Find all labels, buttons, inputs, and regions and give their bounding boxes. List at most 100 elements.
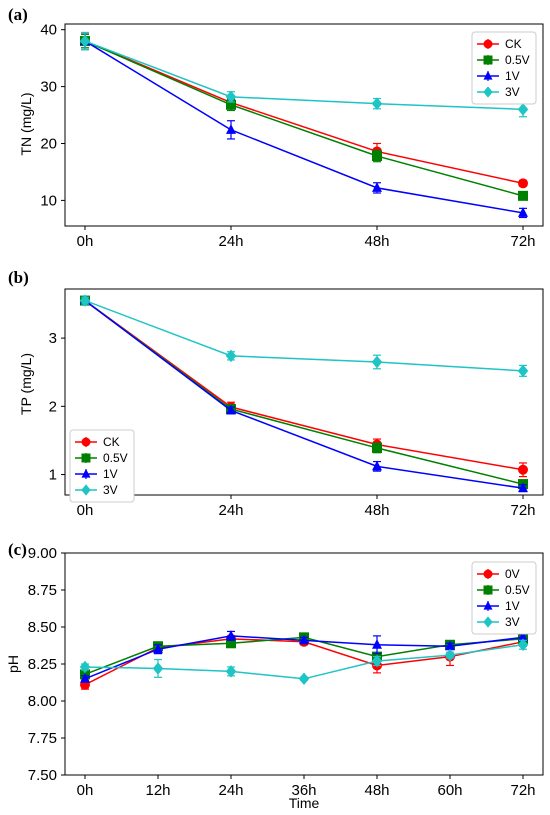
data-point [372,639,382,649]
y-tick-label-a: 10 [40,192,57,209]
data-point [226,124,236,134]
legend-marker [81,484,91,496]
data-point [445,640,455,651]
series-1V-a [80,31,528,219]
x-tick-label-a: 24h [218,233,243,250]
y-tick-label-b: 1 [49,467,57,484]
x-tick-label-c: 48h [364,782,389,799]
legend-label: 0.5V [505,583,530,597]
legend-a: CK 0.5V 1V 3V [471,31,537,105]
data-point [226,404,236,415]
y-axis-title-a: TN (mg/L) [18,93,34,156]
x-tick-label-b: 0h [77,502,94,519]
data-point [226,638,236,649]
panel-b: (b) TP (mg/L) 0h 24h 48h 72h 1 2 3 CK 0.5V 1V 3V [8,268,544,519]
legend-marker [81,453,91,463]
series-line [84,299,524,471]
series-line [84,40,524,197]
data-point [372,182,382,192]
x-tick-label-b: 48h [364,502,389,519]
legend-label: 3V [505,85,520,99]
y-axis-title-c: pH [5,655,21,673]
legend-label: 1V [505,599,520,613]
data-point [372,151,382,162]
legend-marker [483,585,493,595]
legend-box [471,561,537,635]
data-point [371,654,383,668]
y-tick-label-b: 2 [49,398,57,415]
y-tick-label-c: 9.00 [28,545,57,562]
data-point [517,103,529,116]
data-point [153,643,163,654]
data-point [371,355,383,369]
data-point [518,464,528,475]
data-point [299,634,309,645]
legend-label: 3V [505,615,520,629]
legend-label: 0.5V [103,451,128,465]
data-point [225,665,237,678]
legend-label: 1V [505,69,520,83]
series-1V-c [80,630,528,683]
data-point [517,364,529,378]
x-tick-label-c: 12h [145,782,170,799]
x-axis-title-c: Time [289,795,320,811]
legend-label: CK [505,37,522,51]
data-point [225,349,237,363]
data-point [79,660,91,674]
legend-marker [483,55,493,65]
data-point [371,97,383,110]
data-point [518,482,528,493]
x-tick-label-b: 24h [218,502,243,519]
legend-marker [483,569,493,579]
data-point [518,631,528,642]
series-0.5V-a [80,33,528,201]
legend-marker [483,70,493,80]
y-tick-label-b: 3 [49,330,57,347]
data-point [518,190,528,201]
panel-label-a: (a) [8,5,28,24]
panel-label-c: (c) [8,540,27,559]
x-tick-label-c: 0h [77,782,94,799]
legend-b: CK 0.5V 1V 3V [69,429,135,503]
legend-marker [483,600,493,610]
panel-a: (a) TN (mg/L) 0h 24h 48h 72h 10 20 30 40 CK 0.5V 1… [8,5,544,250]
y-tick-label-c: 8.50 [28,619,57,636]
legend-c: 0V 0.5V 1V 3V [471,561,537,635]
y-tick-label-a: 40 [40,22,57,39]
x-tick-label-a: 0h [77,233,94,250]
data-point [518,207,528,217]
data-point [79,34,91,48]
panel-c: (c) pH Time 0h 12h 24h 36h 48h 60h 72h 7.50 7.75… [5,540,544,811]
panel-label-b: (b) [8,268,29,287]
plot-frame-a [64,23,544,227]
y-axis-title-b: TP (mg/L) [18,353,34,415]
data-point [518,178,528,189]
legend-box [69,429,135,503]
legend-marker [483,616,493,628]
y-tick-label-c: 7.50 [28,767,57,784]
series-line [84,40,524,185]
x-tick-label-a: 72h [510,233,535,250]
series-3V-b [79,294,529,378]
legend-label: 3V [103,483,118,497]
legend-label: 1V [103,467,118,481]
data-point [226,630,236,640]
x-tick-label-c: 24h [218,782,243,799]
x-tick-label-c: 72h [510,782,535,799]
y-tick-label-a: 20 [40,135,57,152]
y-tick-label-a: 30 [40,79,57,96]
legend-label: CK [103,435,120,449]
y-tick-label-c: 7.75 [28,730,57,747]
series-CK-b [80,295,528,478]
series-line [84,299,524,489]
series-line [84,40,524,111]
legend-marker [483,86,493,98]
data-point [372,460,382,471]
legend-marker [81,437,91,447]
y-tick-label-c: 8.25 [28,656,57,673]
x-tick-label-c: 36h [291,782,316,799]
plot-frame-b [64,288,544,496]
series-line [84,299,524,372]
y-tick-label-c: 8.75 [28,582,57,599]
